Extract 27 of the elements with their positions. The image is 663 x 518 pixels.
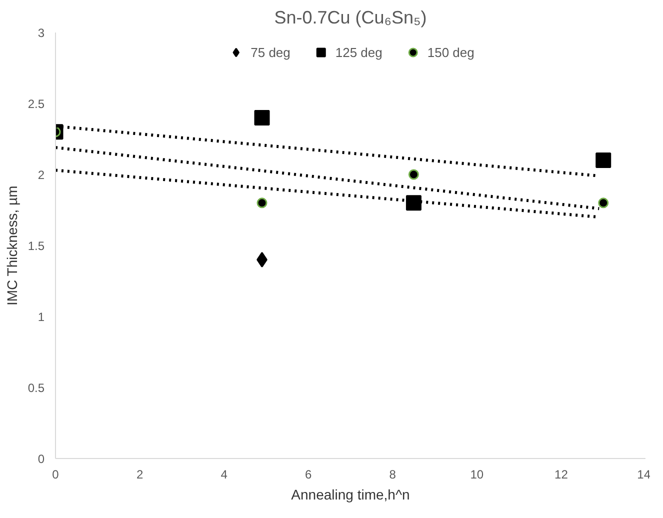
point [406, 195, 422, 211]
legend-label: 75 deg [250, 44, 290, 60]
x-tick-label: 10 [470, 468, 484, 482]
legend-label: 150 deg [427, 44, 474, 60]
y-tick-label: 2 [38, 168, 45, 182]
chart-title: Sn-0.7Cu (Cu₆Sn₅) [274, 8, 427, 28]
x-tick-label: 12 [554, 468, 568, 482]
point [596, 152, 612, 168]
y-tick-label: 1.5 [28, 239, 45, 253]
x-tick-label: 6 [305, 468, 312, 482]
x-axis-title: Annealing time,h^n [291, 486, 410, 502]
x-tick-label: 14 [637, 468, 651, 482]
y-tick-label: 0 [38, 452, 45, 466]
y-tick-label: 2.5 [28, 97, 45, 111]
point [256, 198, 268, 208]
y-tick-label: 3 [38, 26, 45, 40]
y-tick-label: 1 [38, 310, 45, 324]
point [598, 198, 609, 208]
x-tick-label: 8 [389, 468, 396, 482]
y-tick-label: 0.5 [28, 381, 45, 395]
y-axis-title: IMC Thickness, µm [4, 186, 20, 306]
point [408, 169, 419, 180]
x-tick-label: 4 [220, 468, 228, 482]
x-tick-label: 2 [136, 468, 144, 482]
x-tick-label: 0 [52, 468, 60, 482]
point [254, 110, 270, 126]
legend-label: 125 deg [335, 44, 382, 60]
